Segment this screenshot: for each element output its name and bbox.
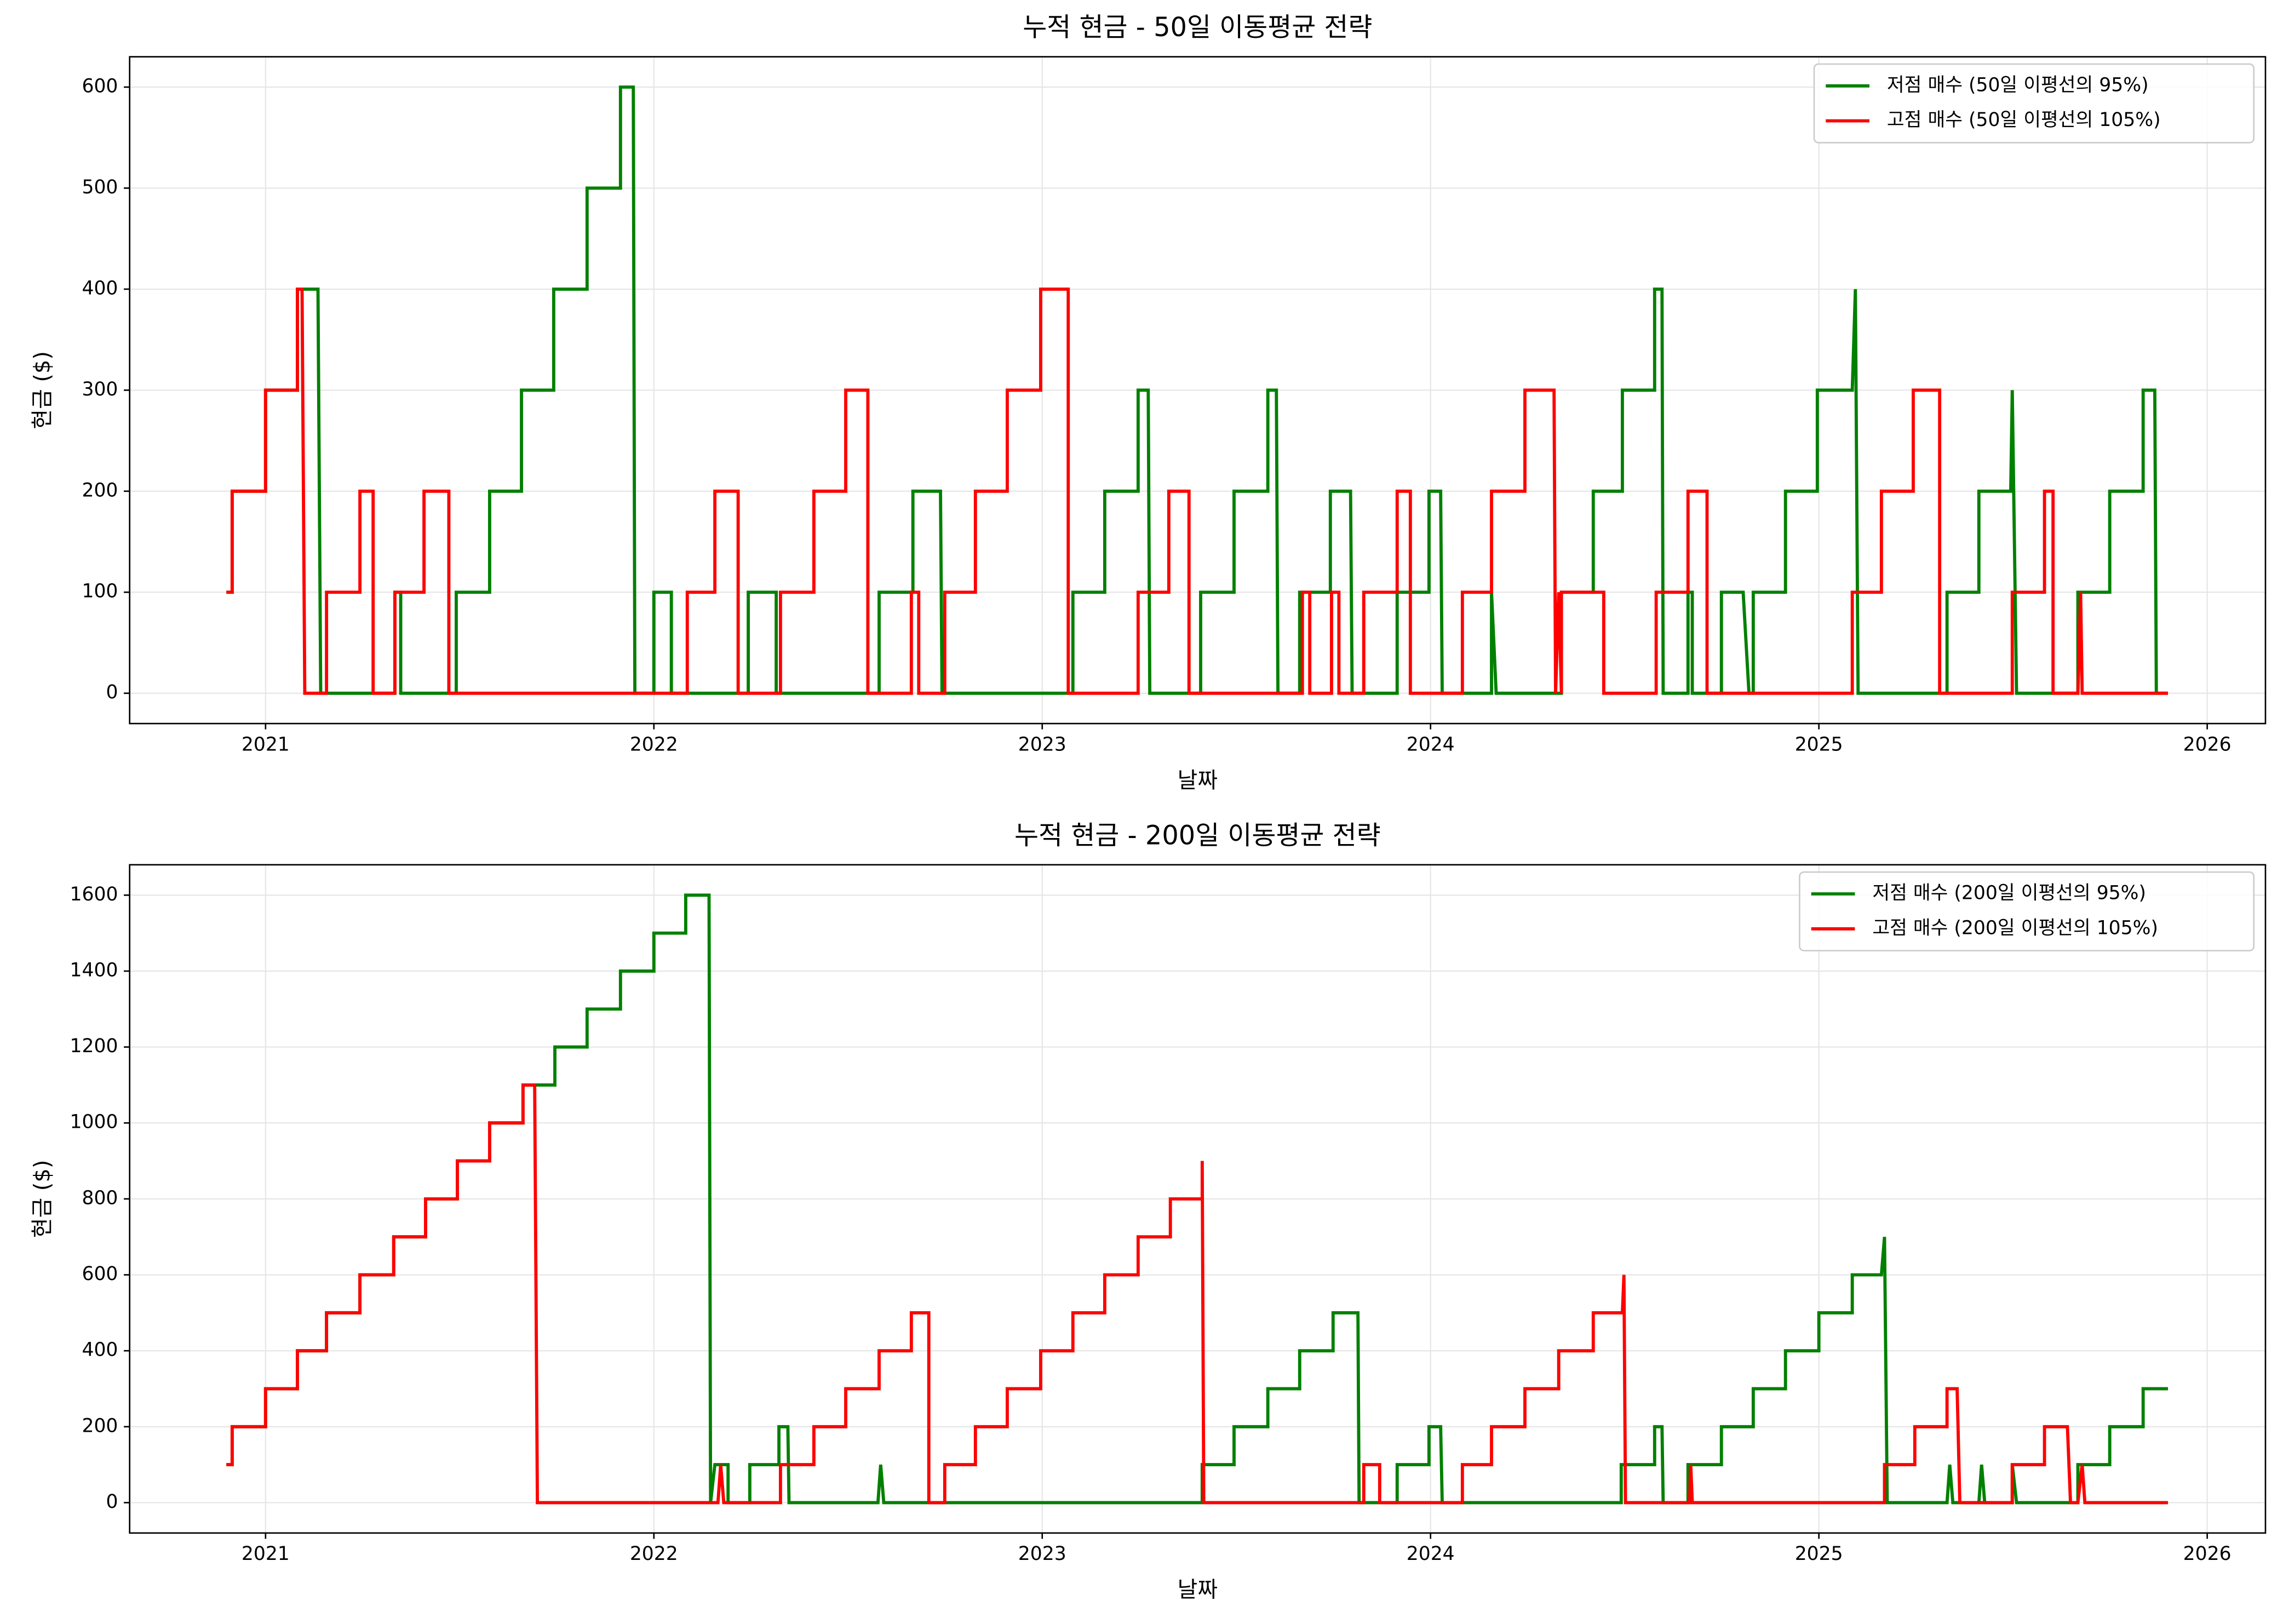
y-tick-label: 600 [82, 1263, 118, 1285]
y-tick-label: 200 [82, 479, 118, 501]
y-axis-label: 현금 ($) [30, 1160, 55, 1238]
x-tick-label: 2024 [1407, 1543, 1455, 1565]
y-tick-label: 100 [82, 581, 118, 602]
series-line [226, 1083, 2169, 1505]
y-tick-label: 0 [106, 1491, 118, 1513]
x-axis-label: 날짜 [1178, 768, 1218, 793]
y-tick-label: 400 [82, 1339, 118, 1361]
y-tick-label: 200 [82, 1415, 118, 1437]
y-tick-label: 1400 [70, 959, 118, 981]
y-tick-label: 300 [82, 378, 118, 400]
y-tick-label: 800 [82, 1187, 118, 1209]
legend-label: 저점 매수 (200일 이평선의 95%) [1872, 882, 2146, 904]
legend-box [1813, 63, 2255, 144]
x-tick-label: 2022 [630, 733, 678, 755]
x-tick-label: 2023 [1018, 733, 1066, 755]
y-tick-label: 1200 [70, 1035, 118, 1057]
x-tick-label: 2021 [242, 733, 290, 755]
x-axis-label: 날짜 [1178, 1577, 1218, 1603]
x-tick-label: 2021 [242, 1543, 290, 1565]
plot-frame [129, 864, 2267, 1534]
x-tick-label: 2023 [1018, 1543, 1066, 1565]
legend: 저점 매수 (200일 이평선의 95%) 고점 매수 (200일 이평선의 10… [1799, 871, 2255, 952]
chart-title: 누적 현금 - 200일 이동평균 전략 [1014, 820, 1381, 851]
series-line [226, 287, 2169, 695]
y-tick-label: 400 [82, 277, 118, 299]
y-tick-label: 1600 [70, 883, 118, 905]
y-tick-label: 1000 [70, 1111, 118, 1133]
legend-label: 고점 매수 (200일 이평선의 105%) [1872, 917, 2158, 939]
x-tick-label: 2022 [630, 1543, 678, 1565]
legend-label: 저점 매수 (50일 이평선의 95%) [1887, 74, 2149, 96]
legend-box [1799, 871, 2255, 952]
x-tick-label: 2026 [2183, 1543, 2232, 1565]
y-tick-label: 500 [82, 176, 118, 198]
chart-title: 누적 현금 - 50일 이동평균 전략 [1023, 13, 1372, 43]
legend: 저점 매수 (50일 이평선의 95%) 고점 매수 (50일 이평선의 105%… [1813, 63, 2255, 144]
y-axis-label: 현금 ($) [30, 351, 55, 429]
x-tick-label: 2025 [1795, 1543, 1843, 1565]
x-tick-label: 2026 [2183, 733, 2232, 755]
y-tick-label: 600 [82, 75, 118, 97]
x-tick-label: 2025 [1795, 733, 1843, 755]
y-tick-label: 0 [106, 681, 118, 703]
legend-label: 고점 매수 (50일 이평선의 105%) [1887, 109, 2161, 131]
x-tick-label: 2024 [1407, 733, 1455, 755]
plot-frame [129, 56, 2267, 725]
